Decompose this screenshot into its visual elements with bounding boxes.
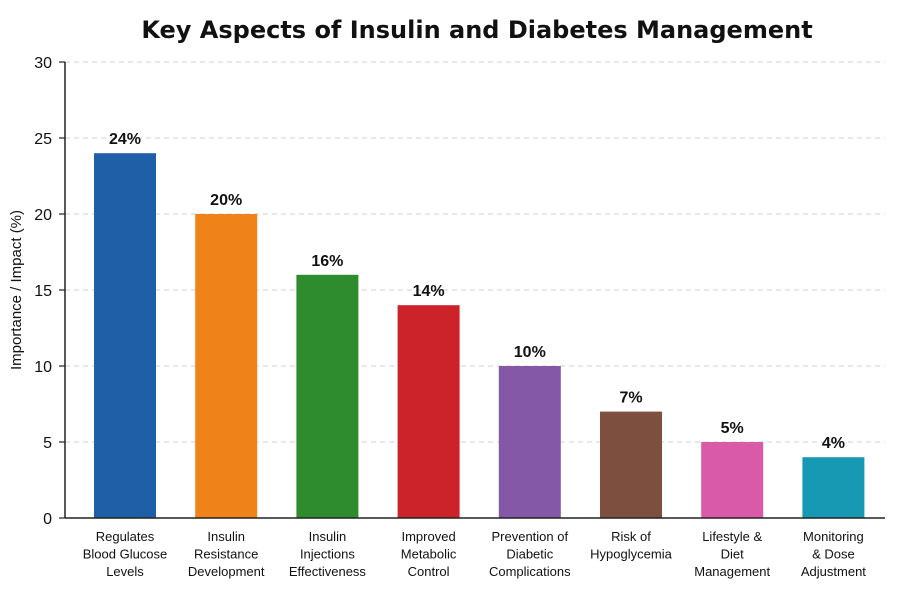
- y-axis-label: Importance / Impact (%): [8, 210, 25, 370]
- chart-title: Key Aspects of Insulin and Diabetes Mana…: [141, 16, 812, 44]
- bars: [94, 153, 865, 518]
- bar: [397, 305, 460, 518]
- y-tick-label: 0: [43, 511, 52, 528]
- x-tick-label: Control: [408, 564, 450, 579]
- bar: [296, 274, 359, 518]
- x-tick-label: Insulin: [309, 529, 347, 544]
- bar: [195, 214, 258, 518]
- x-tick-label: Resistance: [194, 547, 258, 562]
- x-tick-label: Diet: [721, 547, 745, 562]
- bar: [94, 153, 156, 518]
- data-label: 4%: [822, 435, 845, 452]
- x-tick-label: Complications: [489, 564, 571, 579]
- x-tick-label: Metabolic: [401, 547, 457, 562]
- y-tick-label: 10: [34, 359, 52, 376]
- x-tick-label: Monitoring: [803, 529, 864, 544]
- x-tick-label: & Dose: [812, 547, 855, 562]
- x-tick-label: Lifestyle &: [702, 529, 762, 544]
- x-tick-label: Prevention of: [491, 529, 568, 544]
- data-label: 14%: [413, 283, 445, 300]
- x-tick-label: Injections: [300, 547, 355, 562]
- y-tick-label: 5: [43, 435, 52, 452]
- data-label: 10%: [514, 344, 546, 361]
- bar: [600, 411, 662, 518]
- x-tick-label: Adjustment: [801, 564, 866, 579]
- axes: [59, 61, 885, 519]
- y-tick-label: 15: [34, 283, 52, 300]
- x-tick-label: Development: [188, 564, 265, 579]
- bar: [701, 442, 764, 518]
- gridlines: [65, 61, 885, 443]
- labels: 0 5 10 15 20 25 30 24% Regulates Blood Glucose Lev…: [34, 55, 866, 579]
- data-label: 16%: [311, 253, 343, 270]
- data-label: 7%: [619, 390, 642, 407]
- x-tick-label: Management: [694, 564, 770, 579]
- data-label: 5%: [721, 420, 744, 437]
- data-label: 20%: [210, 192, 242, 209]
- bar: [498, 366, 561, 518]
- x-tick-label: Hypoglycemia: [590, 547, 672, 562]
- y-tick-label: 30: [34, 55, 52, 72]
- x-tick-label: Levels: [106, 564, 144, 579]
- data-label: 24%: [109, 131, 141, 148]
- x-tick-label: Blood Glucose: [83, 547, 168, 562]
- y-tick-label: 25: [34, 131, 52, 148]
- x-tick-label: Improved: [401, 529, 455, 544]
- x-tick-label: Insulin: [207, 529, 245, 544]
- y-tick-label: 20: [34, 207, 52, 224]
- x-tick-label: Diabetic: [506, 547, 553, 562]
- bar: [802, 457, 865, 518]
- x-tick-label: Effectiveness: [289, 564, 367, 579]
- x-tick-label: Regulates: [96, 529, 155, 544]
- x-tick-label: Risk of: [611, 529, 651, 544]
